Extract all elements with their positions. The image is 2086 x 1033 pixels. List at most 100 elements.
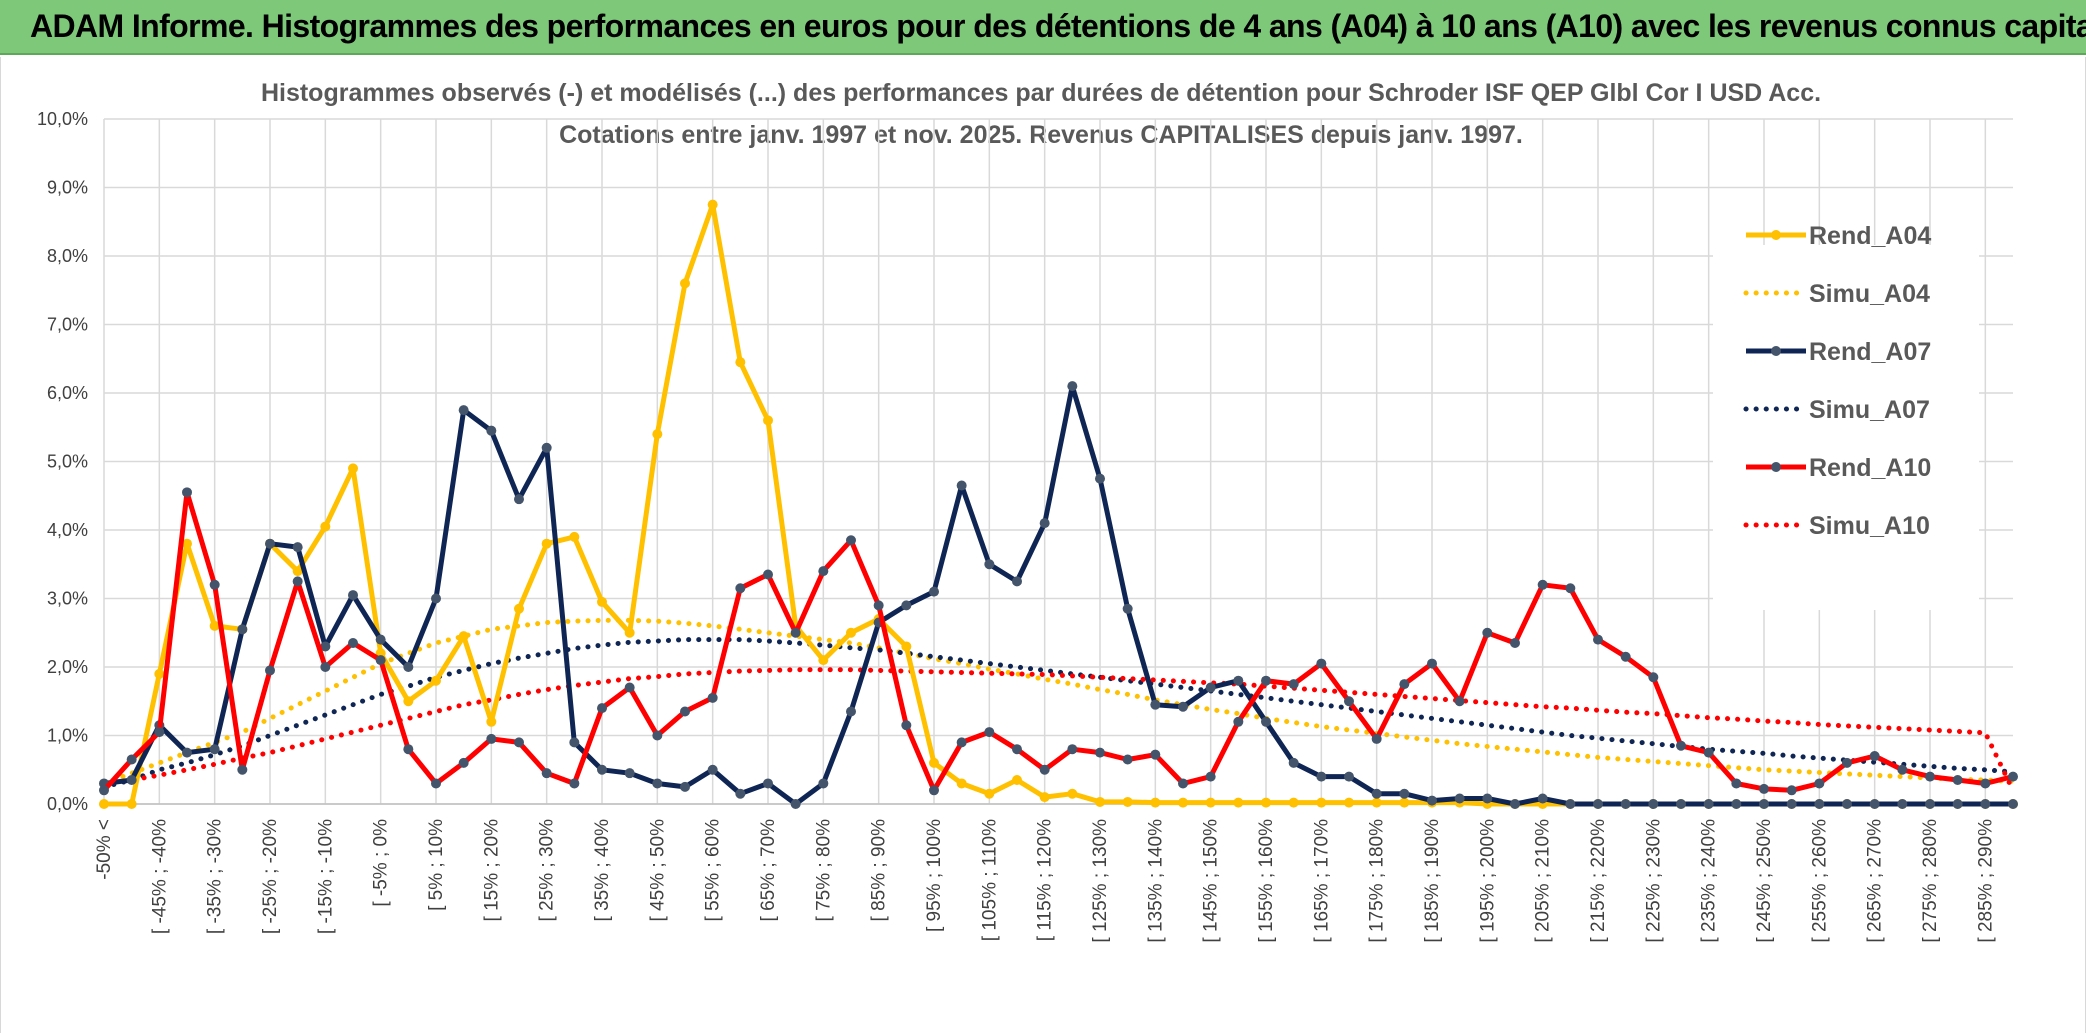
data-point-Rend_A10 bbox=[1233, 716, 1244, 727]
data-point-Rend_A10 bbox=[1980, 778, 1991, 789]
data-point-Rend_A10 bbox=[1952, 775, 1963, 786]
legend-marker-Rend_A04 bbox=[1771, 230, 1781, 240]
data-point-Rend_A10 bbox=[818, 566, 829, 577]
data-point-Rend_A10 bbox=[597, 703, 607, 714]
data-point-Rend_A04 bbox=[1122, 796, 1133, 807]
data-point-Rend_A04 bbox=[514, 603, 524, 614]
data-point-Rend_A07 bbox=[431, 593, 441, 604]
data-point-Rend_A10 bbox=[1731, 778, 1742, 789]
legend: Rend_A04 Simu_A04 Rend_A07 Simu_A07 Rend_A10… bbox=[1713, 222, 1979, 610]
data-point-Rend_A04 bbox=[1205, 797, 1216, 808]
data-point-Rend_A07 bbox=[403, 662, 414, 672]
data-point-Rend_A04 bbox=[1233, 797, 1244, 808]
x-tick-label: [ -25% ; -20% bbox=[260, 819, 281, 934]
chart-area: Histogrammes observés (-) et modélisés (… bbox=[0, 57, 2086, 1033]
data-point-Rend_A10 bbox=[1869, 751, 1880, 762]
legend-label-Simu_A10: Simu_A10 bbox=[1809, 512, 1930, 540]
data-point-Rend_A10 bbox=[458, 757, 469, 768]
data-point-Rend_A07 bbox=[624, 768, 635, 779]
data-point-Rend_A04 bbox=[763, 415, 773, 426]
data-point-Rend_A04 bbox=[680, 278, 690, 289]
data-point-Rend_A10 bbox=[846, 535, 856, 546]
data-point-Rend_A07 bbox=[541, 442, 552, 453]
x-tick-label: [ 95% ; 100% bbox=[924, 819, 945, 932]
data-point-Rend_A07 bbox=[846, 706, 856, 717]
x-tick-label: [ -45% ; -40% bbox=[149, 819, 170, 934]
data-point-Rend_A04 bbox=[597, 596, 607, 607]
data-point-Rend_A04 bbox=[154, 668, 165, 679]
data-point-Rend_A10 bbox=[375, 655, 386, 666]
data-point-Rend_A04 bbox=[403, 696, 414, 707]
report-banner: ADAM Informe. Histogrammes des performan… bbox=[0, 0, 2086, 55]
data-point-Rend_A04 bbox=[1095, 796, 1105, 807]
data-point-Rend_A04 bbox=[541, 538, 552, 549]
data-point-Rend_A07 bbox=[1233, 675, 1244, 686]
data-point-Rend_A04 bbox=[1316, 797, 1327, 808]
data-point-Rend_A07 bbox=[1178, 701, 1188, 712]
data-point-Rend_A10 bbox=[431, 778, 441, 789]
data-point-Rend_A10 bbox=[569, 778, 580, 789]
x-tick-label: [ 215% ; 220% bbox=[1588, 819, 1609, 943]
data-point-Rend_A07 bbox=[1537, 793, 1548, 804]
data-point-Rend_A04 bbox=[818, 655, 829, 666]
data-point-Rend_A07 bbox=[1869, 799, 1880, 809]
x-tick-label: [ 245% ; 250% bbox=[1754, 819, 1775, 943]
x-tick-label: [ 145% ; 150% bbox=[1201, 819, 1222, 943]
data-point-Rend_A10 bbox=[1925, 771, 1935, 782]
data-point-Rend_A07 bbox=[1897, 799, 1908, 809]
legend-marker-Rend_A07 bbox=[1771, 346, 1781, 356]
data-point-Rend_A04 bbox=[707, 199, 718, 210]
data-point-Rend_A04 bbox=[348, 463, 358, 474]
report-title: ADAM Informe. Histogrammes des performan… bbox=[30, 8, 2086, 44]
series-line-Rend_A10 bbox=[102, 489, 2014, 793]
series-line-Simu_A10 bbox=[101, 667, 2016, 793]
data-point-Rend_A10 bbox=[1178, 778, 1188, 789]
data-point-Rend_A07 bbox=[265, 538, 275, 549]
x-tick-label: [ 15% ; 20% bbox=[481, 819, 502, 922]
legend-marker-Rend_A10 bbox=[1771, 462, 1781, 472]
data-point-Rend_A10 bbox=[209, 579, 220, 590]
x-tick-label: [ 275% ; 280% bbox=[1920, 819, 1941, 943]
x-tick-label: [ 135% ; 140% bbox=[1145, 819, 1166, 943]
y-tick-label: 2,0% bbox=[47, 657, 88, 677]
data-point-Rend_A10 bbox=[956, 737, 967, 748]
data-point-Rend_A07 bbox=[514, 494, 524, 505]
data-point-Rend_A07 bbox=[1676, 799, 1686, 809]
y-tick-label: 1,0% bbox=[47, 726, 88, 746]
x-tick-label: [ 65% ; 70% bbox=[758, 819, 779, 922]
data-point-Rend_A10 bbox=[541, 768, 552, 779]
data-point-Rend_A04 bbox=[1150, 797, 1161, 808]
data-point-Rend_A04 bbox=[1039, 792, 1050, 803]
x-tick-label: -50% < bbox=[94, 819, 115, 880]
data-point-Rend_A07 bbox=[956, 480, 967, 491]
data-point-Rend_A04 bbox=[1012, 775, 1022, 786]
x-tick-label: [ 185% ; 190% bbox=[1422, 819, 1443, 943]
data-point-Rend_A10 bbox=[1648, 672, 1659, 683]
data-point-Rend_A10 bbox=[1620, 651, 1631, 662]
data-point-Rend_A04 bbox=[1344, 797, 1354, 808]
data-point-Rend_A04 bbox=[99, 799, 109, 809]
data-point-Rend_A07 bbox=[818, 778, 829, 789]
data-point-Rend_A10 bbox=[1510, 638, 1520, 649]
data-point-Rend_A10 bbox=[1399, 679, 1410, 690]
data-point-Rend_A04 bbox=[126, 799, 137, 809]
x-tick-label: [ -15% ; -10% bbox=[315, 819, 336, 934]
data-point-Rend_A10 bbox=[1205, 771, 1216, 782]
data-point-Rend_A07 bbox=[1371, 788, 1382, 799]
data-point-Rend_A10 bbox=[320, 662, 331, 672]
data-point-Rend_A07 bbox=[1814, 799, 1825, 809]
x-tick-label: [ 85% ; 90% bbox=[869, 819, 890, 922]
data-point-Rend_A10 bbox=[265, 665, 275, 676]
data-point-Rend_A07 bbox=[1510, 799, 1520, 809]
x-tick-label: [ 5% ; 10% bbox=[426, 819, 447, 911]
data-point-Rend_A10 bbox=[1427, 658, 1437, 669]
data-point-Rend_A04 bbox=[1067, 788, 1078, 799]
data-point-Rend_A07 bbox=[458, 405, 469, 416]
data-point-Rend_A10 bbox=[237, 764, 248, 775]
x-tick-label: [ 125% ; 130% bbox=[1090, 819, 1111, 943]
data-point-Rend_A07 bbox=[1482, 793, 1493, 804]
data-point-Rend_A07 bbox=[1454, 793, 1465, 804]
data-point-Rend_A07 bbox=[569, 737, 580, 748]
data-point-Rend_A07 bbox=[1288, 757, 1299, 768]
data-point-Rend_A07 bbox=[1095, 473, 1105, 484]
